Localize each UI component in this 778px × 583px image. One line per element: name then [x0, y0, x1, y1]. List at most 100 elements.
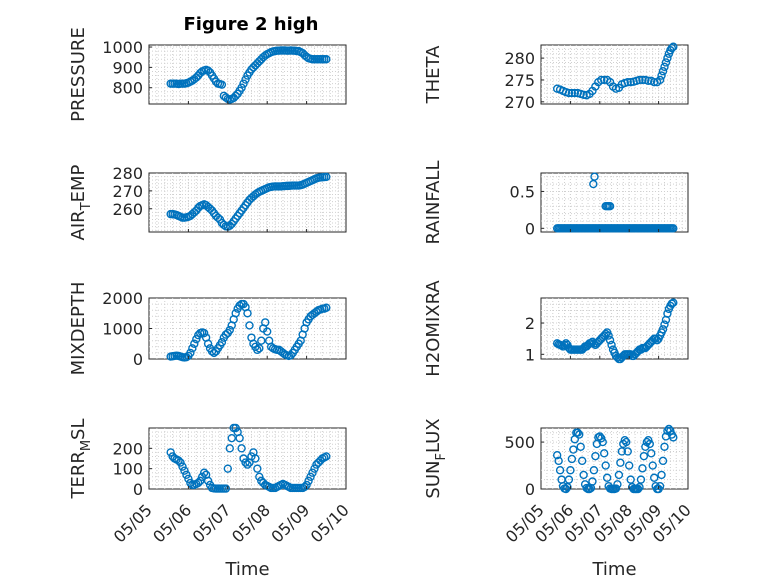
subplot-h2omixra: 1 2 H2OMIXRA	[423, 280, 689, 377]
plot-area	[540, 172, 689, 233]
data-point	[663, 309, 672, 318]
data-point	[203, 476, 213, 486]
data-point	[569, 445, 578, 454]
grid	[541, 45, 688, 104]
data-point	[658, 325, 668, 334]
y-tick-label: 200	[112, 439, 143, 458]
data-point	[199, 468, 209, 477]
data-point	[660, 442, 669, 451]
x-tick-label: 05/10	[307, 500, 353, 546]
figure-title: Figure 2 high	[184, 14, 319, 35]
x-tick-label: 05/07	[189, 500, 235, 546]
data-point	[633, 484, 643, 494]
data-point	[589, 466, 599, 475]
data-point	[554, 456, 563, 466]
data-point	[566, 466, 575, 475]
y-tick-label: 275	[504, 71, 535, 90]
data-point	[237, 83, 246, 92]
data-point	[604, 331, 613, 340]
data-point	[638, 75, 647, 85]
data-point	[575, 430, 584, 439]
x-axis-label: Time	[591, 559, 636, 580]
data-point	[306, 472, 315, 481]
data-point	[178, 462, 187, 471]
data-point	[660, 62, 669, 72]
x-tick-label: 05/08	[228, 500, 274, 546]
data-point	[623, 77, 632, 87]
data-point	[590, 172, 599, 181]
data-point	[174, 456, 183, 465]
data-point	[598, 437, 607, 447]
data-point	[243, 460, 252, 469]
data-point	[322, 452, 331, 461]
y-tick-label: 800	[112, 79, 143, 98]
data-point	[166, 448, 175, 457]
y-tick-label: 1000	[102, 38, 143, 57]
data-point	[597, 434, 606, 443]
data-point	[605, 336, 615, 345]
data-point	[626, 475, 635, 484]
data-point	[561, 484, 571, 494]
data-point	[322, 55, 331, 64]
data-point	[577, 456, 587, 466]
data-point	[217, 80, 227, 89]
y-tick-label: 1	[525, 345, 535, 364]
y-axis-label: H2OMIXRA	[423, 280, 444, 377]
data-point	[255, 472, 264, 481]
data-point	[625, 461, 634, 470]
y-tick-label: 270	[504, 93, 535, 112]
data-point	[638, 464, 647, 473]
data-point	[605, 201, 615, 211]
data-point	[626, 77, 635, 87]
data-point	[223, 464, 233, 473]
data-point	[579, 90, 588, 100]
data-point	[657, 470, 666, 480]
data-point	[255, 344, 264, 353]
data-point	[644, 436, 653, 445]
data-point	[647, 449, 656, 458]
data-point	[263, 327, 272, 336]
data-point	[639, 451, 649, 461]
data-point	[622, 437, 631, 447]
data-point	[655, 75, 665, 85]
data-point	[235, 301, 244, 310]
y-axis-label: AIRTEMP	[68, 164, 94, 240]
x-tick-label: 05/05	[110, 500, 156, 546]
data-point	[231, 423, 240, 433]
data-point	[567, 454, 577, 464]
data-point	[573, 428, 582, 437]
data-point	[196, 476, 205, 486]
data-point	[247, 452, 256, 461]
data-point	[310, 464, 319, 473]
data-point	[184, 474, 193, 484]
data-point	[186, 348, 195, 358]
data-point	[669, 42, 678, 51]
subplot-sun-flux: 050005/0505/0605/0705/0805/0905/10TimeSU…	[423, 418, 695, 580]
data-point	[188, 344, 197, 353]
plot-area	[148, 44, 347, 105]
data-point	[552, 451, 562, 460]
data-point	[304, 476, 313, 486]
subplot-mixdepth: 0 1000 2000 MIXDEPTH	[68, 282, 347, 375]
grid	[541, 173, 688, 232]
data-point	[241, 75, 250, 84]
data-point	[219, 220, 229, 230]
y-tick-label: 280	[112, 164, 143, 183]
data-point	[231, 91, 240, 101]
data-point	[645, 439, 654, 449]
data-point	[186, 478, 195, 488]
y-tick-label: 500	[504, 433, 535, 452]
y-axis-label: TERRMSL	[68, 418, 94, 499]
data-point	[636, 475, 646, 484]
y-tick-label: 280	[504, 49, 535, 68]
x-tick-label: 05/06	[149, 500, 195, 546]
y-tick-label: 0	[525, 219, 535, 238]
data-point	[221, 484, 231, 493]
data-point	[180, 466, 189, 475]
y-tick-label: 0	[133, 480, 143, 499]
data-point	[176, 458, 185, 467]
subplot-rainfall: 0 0.5 RAINFALL	[423, 161, 689, 244]
data-point	[225, 325, 234, 335]
